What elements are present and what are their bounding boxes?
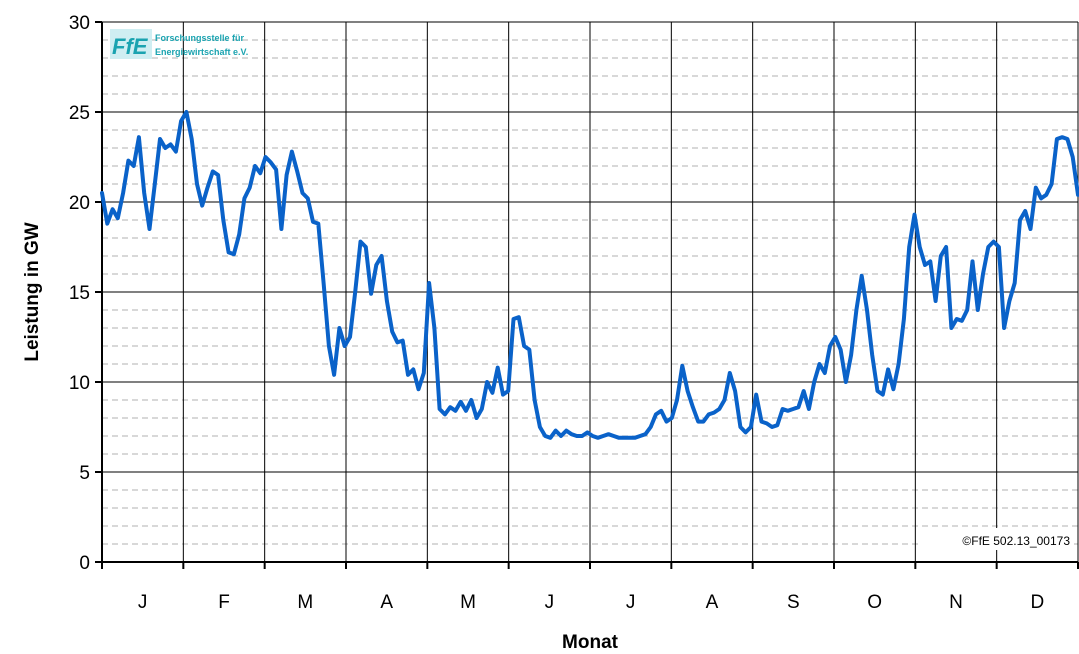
logo: FfE Forschungsstelle für Energiewirtscha… [110, 29, 248, 59]
logo-mark: FfE [112, 34, 149, 59]
copyright-bg [922, 528, 1074, 550]
logo-mark-bg [110, 29, 152, 59]
x-tick-label: F [218, 592, 230, 613]
y-tick-label: 10 [69, 373, 90, 394]
x-tick-label: M [297, 592, 313, 613]
y-axis-ticks: 0 5 10 15 20 25 30 [69, 13, 102, 574]
series-line-0 [100, 110, 1079, 440]
y-tick-label: 5 [79, 463, 90, 484]
logo-line-2: Energiewirtschaft e.V. [155, 47, 248, 57]
x-tick-label: S [787, 592, 800, 613]
x-tick-label: J [138, 592, 148, 613]
copyright-note: ©FfE 502.13_00173 [962, 534, 1070, 548]
y-tick-label: 0 [79, 553, 90, 574]
grid [102, 21, 1079, 562]
x-tick-label: O [867, 592, 882, 613]
y-tick-label: 20 [69, 193, 90, 214]
y-tick-label: 30 [69, 13, 90, 34]
x-tick-label: J [626, 592, 636, 613]
logo-line-1: Forschungsstelle für [155, 33, 245, 43]
series-layer [100, 110, 1079, 440]
x-tick-label: N [949, 592, 963, 613]
y-tick-label: 25 [69, 103, 90, 124]
y-axis-title: Leistung in GW [22, 222, 43, 361]
y-tick-label: 15 [69, 283, 90, 304]
x-tick-label: A [706, 592, 719, 613]
x-tick-label: D [1030, 592, 1044, 613]
x-tick-label: A [380, 592, 393, 613]
x-axis-title: Monat [562, 632, 619, 653]
x-tick-label: J [545, 592, 555, 613]
x-tick-label: M [460, 592, 476, 613]
